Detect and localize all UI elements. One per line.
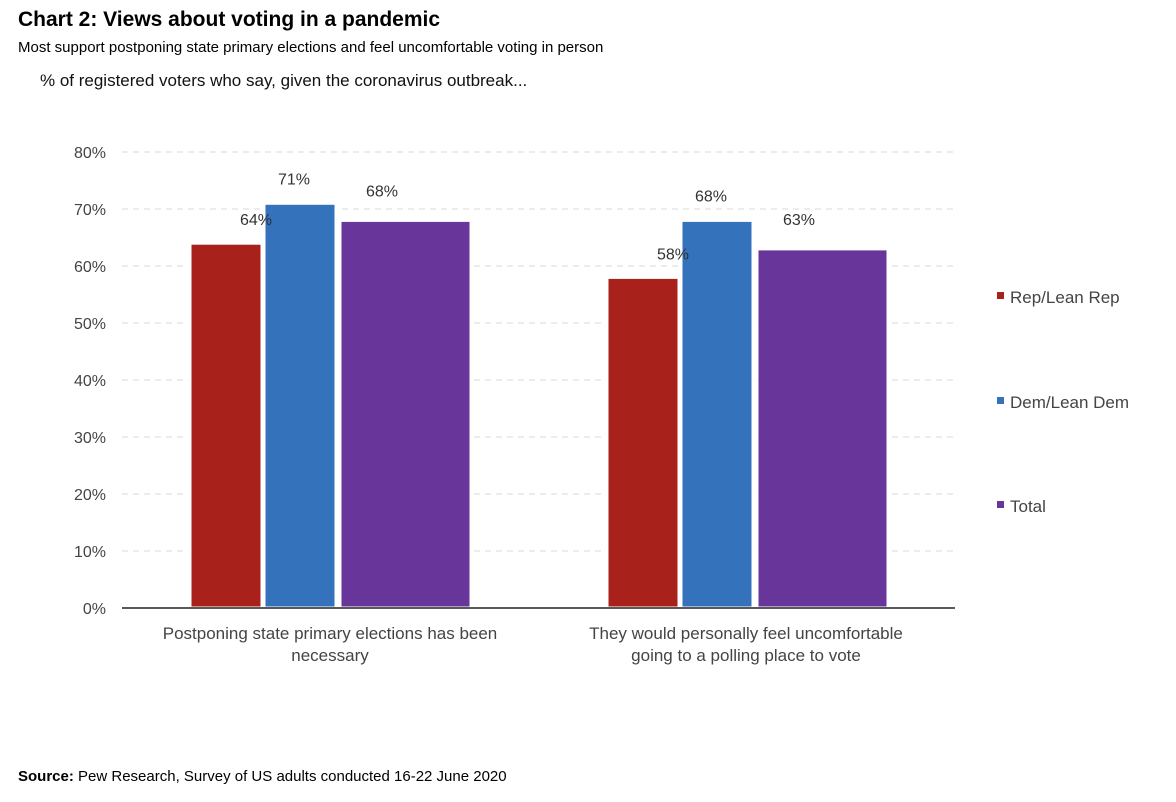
data-label: 63% — [783, 212, 815, 229]
source-note: Source: Pew Research, Survey of US adult… — [18, 768, 507, 785]
bar — [188, 241, 264, 610]
legend-label: Rep/Lean Rep — [1010, 288, 1120, 307]
y-tick-label: 40% — [74, 373, 106, 390]
x-category-label: necessary — [291, 646, 369, 665]
legend-label: Total — [1010, 497, 1046, 516]
data-label: 71% — [278, 171, 310, 188]
legend-label: Dem/Lean Dem — [1010, 393, 1129, 412]
chart-subtitle: Most support postponing state primary el… — [18, 39, 604, 56]
x-category-label: going to a polling place to vote — [631, 646, 861, 665]
y-tick-label: 60% — [74, 259, 106, 276]
y-tick-label: 70% — [74, 202, 106, 219]
data-label: 68% — [366, 183, 398, 200]
bar — [262, 201, 338, 610]
chart-title: Chart 2: Views about voting in a pandemi… — [18, 8, 441, 31]
source-label: Source: — [18, 768, 74, 785]
bar — [338, 218, 473, 610]
bar — [605, 275, 681, 610]
x-category-label: They would personally feel uncomfortable — [589, 624, 903, 643]
y-tick-label: 80% — [74, 145, 106, 162]
source-text: Pew Research, Survey of US adults conduc… — [73, 768, 507, 785]
y-tick-label: 0% — [83, 601, 106, 618]
data-label: 64% — [240, 212, 272, 229]
chart-note: % of registered voters who say, given th… — [40, 71, 528, 90]
bar — [679, 218, 755, 610]
bar — [755, 247, 890, 610]
x-category-label: Postponing state primary elections has b… — [163, 624, 498, 643]
y-tick-label: 20% — [74, 487, 106, 504]
legend-swatch — [997, 501, 1004, 508]
data-label: 58% — [657, 246, 689, 263]
legend-swatch — [997, 397, 1004, 404]
y-tick-label: 10% — [74, 544, 106, 561]
bar-chart: 0% 10% 20% 30% 40% 50% 60% 70% 80% 64% 71% 68% Postp… — [74, 145, 1129, 665]
data-label: 68% — [695, 188, 727, 205]
y-tick-label: 30% — [74, 430, 106, 447]
legend-swatch — [997, 292, 1004, 299]
y-tick-label: 50% — [74, 316, 106, 333]
